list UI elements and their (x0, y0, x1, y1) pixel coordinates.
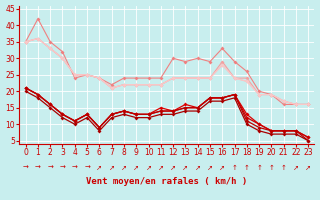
X-axis label: Vent moyen/en rafales ( km/h ): Vent moyen/en rafales ( km/h ) (86, 177, 248, 186)
